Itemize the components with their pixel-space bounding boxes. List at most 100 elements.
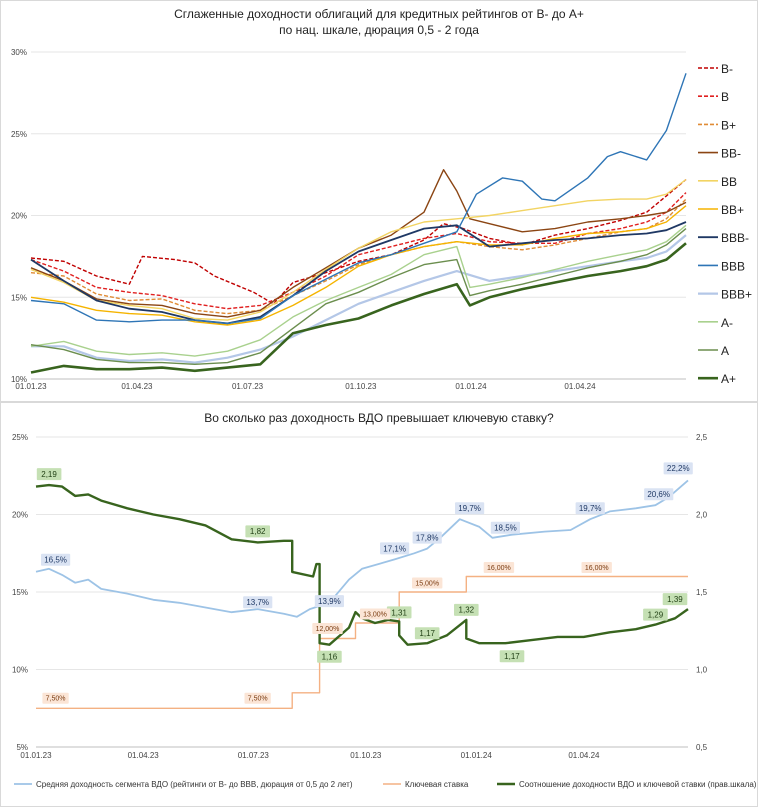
y-right-tick-label: 0,5 [696, 743, 708, 752]
y-left-tick-label: 25% [12, 433, 28, 442]
series-line-avg-yield [35, 479, 689, 618]
bond-yields-chart-panel: Сглаженные доходности облигаций для кред… [0, 0, 758, 402]
data-label: 7,50% [46, 696, 66, 703]
x-tick-label: 01.07.23 [238, 751, 270, 760]
data-label-bg [386, 606, 412, 619]
x-tick-label: 01.04.24 [564, 382, 596, 391]
data-label-bg [483, 562, 515, 573]
series-line-bbb-minus [30, 221, 687, 325]
legend-label: A+ [721, 372, 736, 386]
data-label: 1,29 [648, 610, 664, 619]
data-label: 17,8% [416, 533, 439, 542]
y-left-tick-label: 10% [12, 666, 28, 675]
data-label-bg [499, 650, 525, 663]
legend-label: B [721, 90, 729, 104]
x-tick-label: 01.01.23 [20, 751, 52, 760]
legend-label: BB [721, 175, 737, 189]
data-label-bg [243, 596, 273, 609]
x-tick-label: 01.04.23 [128, 751, 160, 760]
data-label: 19,7% [579, 504, 602, 513]
data-label-bg [412, 531, 442, 544]
data-label: 17,1% [383, 544, 406, 553]
data-label-bg [643, 608, 668, 621]
data-label: 22,2% [667, 464, 690, 473]
legend-label: Средняя доходность сегмента ВДО (рейтинг… [36, 780, 353, 789]
series-line-a-minus [30, 224, 687, 357]
legend-label: B- [721, 62, 733, 76]
x-tick-label: 01.01.23 [15, 382, 47, 391]
series-line-bb-minus [30, 169, 687, 318]
y-tick-label: 20% [11, 212, 27, 221]
series-line-bbb-minusplus [31, 234, 687, 364]
data-label-bg [414, 627, 440, 640]
legend-label: A- [721, 316, 733, 330]
data-label-bg [380, 542, 410, 555]
data-label-bg [245, 525, 270, 538]
y-tick-label: 25% [11, 130, 27, 139]
data-label: 12,00% [316, 626, 340, 633]
data-label-bg [359, 608, 391, 620]
data-label: 20,6% [647, 490, 670, 499]
legend-label: BBB [721, 259, 745, 273]
data-label-bg [644, 488, 674, 501]
chart-title: Сглаженные доходности облигаций для кред… [174, 7, 584, 21]
x-tick-label: 01.01.24 [461, 751, 493, 760]
y-left-tick-label: 5% [16, 743, 28, 752]
data-label-bg [41, 553, 71, 566]
legend-label: Соотношение доходности ВДО и ключевой ст… [519, 780, 757, 789]
series-line-bb [30, 178, 687, 321]
data-label-bg [36, 468, 62, 481]
legend-label: BBB+ [721, 288, 752, 302]
series-line-b-minusplus [30, 198, 687, 315]
data-label: 16,5% [44, 556, 67, 565]
y-left-tick-label: 15% [12, 588, 28, 597]
data-label-bg [244, 692, 271, 704]
data-label-bg [412, 577, 443, 589]
chart-title: Во сколько раз доходность ВДО превышает … [204, 411, 554, 425]
data-label-bg [490, 521, 520, 534]
series-line-b-minus [30, 178, 687, 305]
data-label: 19,7% [458, 504, 481, 513]
data-label-bg [662, 593, 688, 606]
y-right-tick-label: 2,5 [696, 433, 708, 442]
x-tick-label: 01.07.23 [232, 382, 264, 391]
data-label-bg [312, 623, 343, 634]
data-label: 13,00% [363, 611, 387, 618]
data-label: 1,31 [391, 608, 407, 617]
legend-label: B+ [721, 118, 736, 132]
y-tick-label: 15% [11, 293, 27, 302]
legend-label: BB- [721, 147, 741, 161]
data-label: 13,9% [318, 597, 341, 606]
data-label: 16,00% [585, 565, 609, 572]
x-tick-label: 01.10.23 [350, 751, 382, 760]
y-right-tick-label: 1,0 [696, 666, 708, 675]
data-label-bg [314, 595, 344, 608]
series-line-bb-minusplus [30, 205, 687, 326]
data-label: 1,17 [419, 629, 435, 638]
data-label: 16,00% [487, 565, 511, 572]
legend-label: Ключевая ставка [405, 780, 469, 789]
data-label-bg [581, 562, 612, 573]
series-line-key-rate [36, 575, 688, 709]
data-label-bg [317, 650, 342, 663]
data-label: 1,16 [322, 653, 338, 662]
data-label: 15,00% [415, 580, 439, 587]
x-tick-label: 01.04.24 [568, 751, 600, 760]
chart-subtitle: по нац. шкале, дюрация 0,5 - 2 года [279, 23, 479, 37]
legend-label: A [721, 344, 729, 358]
legend-label: BB+ [721, 203, 744, 217]
series-line-a [30, 228, 687, 365]
data-label: 7,50% [248, 696, 268, 703]
data-label: 1,17 [504, 652, 520, 661]
series-line-b [30, 192, 687, 310]
data-label: 2,19 [41, 470, 57, 479]
series-line-ratio [35, 483, 689, 646]
data-label: 18,5% [494, 524, 517, 533]
data-label-bg [455, 502, 485, 515]
y-right-tick-label: 2,0 [696, 511, 708, 520]
bond-yields-chart: Сглаженные доходности облигаций для кред… [11, 7, 752, 391]
data-label: 1,82 [250, 527, 266, 536]
x-tick-label: 01.01.24 [455, 382, 487, 391]
y-tick-label: 10% [11, 375, 27, 384]
